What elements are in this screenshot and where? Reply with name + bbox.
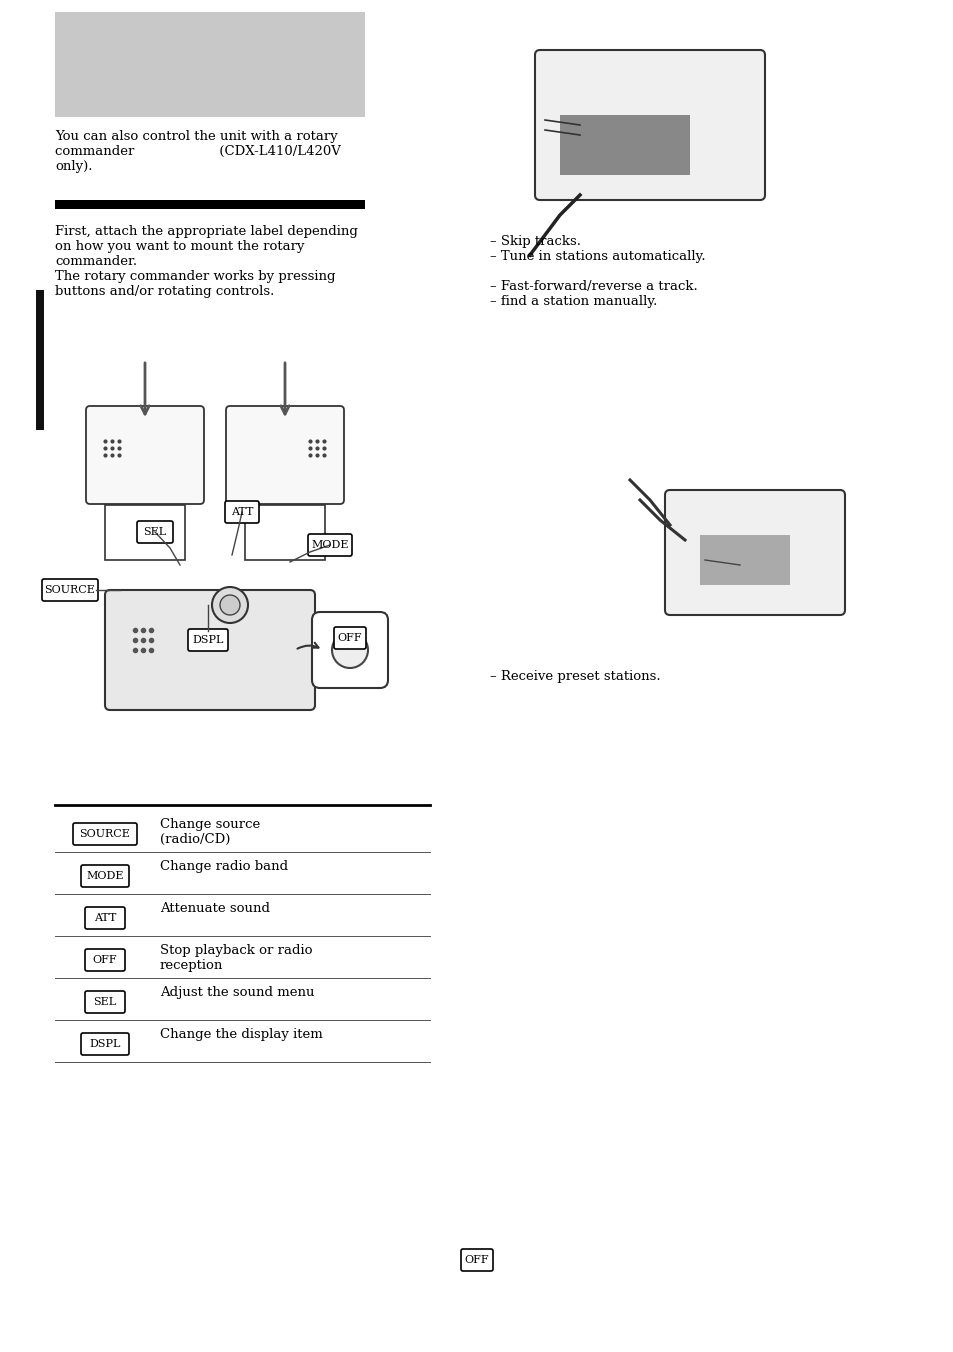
Bar: [559, 115, 689, 174]
Text: Stop playback or radio
reception: Stop playback or radio reception: [160, 944, 313, 972]
Text: Using the rotary commander: Using the rotary commander: [67, 183, 313, 196]
FancyBboxPatch shape: [105, 589, 314, 710]
FancyBboxPatch shape: [664, 489, 844, 615]
Bar: [245, 506, 325, 560]
Text: SEL: SEL: [93, 996, 116, 1007]
FancyBboxPatch shape: [86, 406, 204, 504]
Text: SEL: SEL: [143, 527, 167, 537]
FancyBboxPatch shape: [42, 579, 98, 602]
FancyBboxPatch shape: [81, 1033, 129, 1055]
Circle shape: [332, 631, 368, 668]
Text: – Fast-forward/reverse a track.
– find a station manually.: – Fast-forward/reverse a track. – find a…: [490, 280, 697, 308]
FancyBboxPatch shape: [73, 823, 137, 845]
Text: OFF: OFF: [464, 1255, 489, 1265]
Text: Change radio band: Change radio band: [160, 860, 288, 873]
FancyBboxPatch shape: [188, 629, 228, 652]
FancyBboxPatch shape: [137, 521, 172, 544]
FancyBboxPatch shape: [312, 612, 388, 688]
Bar: [55, 200, 365, 210]
FancyBboxPatch shape: [460, 1249, 493, 1271]
Text: Change the display item: Change the display item: [160, 1028, 322, 1041]
Text: – Receive preset stations.: – Receive preset stations.: [490, 671, 659, 683]
Text: ATT: ATT: [93, 913, 116, 923]
Text: Change source
(radio/CD): Change source (radio/CD): [160, 818, 260, 846]
Bar: [36, 289, 44, 430]
Text: Adjust the sound menu: Adjust the sound menu: [160, 986, 314, 999]
Text: – Skip tracks.
– Tune in stations automatically.: – Skip tracks. – Tune in stations automa…: [490, 235, 705, 264]
Text: SOURCE: SOURCE: [45, 585, 95, 595]
Text: Attenuate sound: Attenuate sound: [160, 902, 270, 915]
FancyBboxPatch shape: [334, 627, 366, 649]
Text: You can also control the unit with a rotary
commander                    (CDX-L4: You can also control the unit with a rot…: [55, 130, 340, 173]
Text: MODE: MODE: [311, 539, 349, 550]
Text: OFF: OFF: [92, 955, 117, 965]
Bar: [700, 535, 789, 585]
Text: DSPL: DSPL: [193, 635, 223, 645]
FancyBboxPatch shape: [85, 991, 125, 1013]
Text: First, attach the appropriate label depending
on how you want to mount the rotar: First, attach the appropriate label depe…: [55, 224, 357, 297]
Circle shape: [220, 595, 240, 615]
Bar: [105, 506, 185, 560]
Text: DSPL: DSPL: [90, 1038, 121, 1049]
FancyBboxPatch shape: [85, 907, 125, 929]
Circle shape: [212, 587, 248, 623]
Text: SOURCE: SOURCE: [79, 829, 131, 840]
FancyBboxPatch shape: [85, 949, 125, 971]
Text: ATT: ATT: [231, 507, 253, 516]
FancyBboxPatch shape: [308, 534, 352, 556]
Text: MODE: MODE: [86, 871, 124, 882]
FancyBboxPatch shape: [225, 502, 258, 523]
Bar: [55, 12, 365, 118]
FancyBboxPatch shape: [535, 50, 764, 200]
Text: OFF: OFF: [337, 633, 362, 644]
FancyBboxPatch shape: [81, 865, 129, 887]
FancyBboxPatch shape: [226, 406, 344, 504]
